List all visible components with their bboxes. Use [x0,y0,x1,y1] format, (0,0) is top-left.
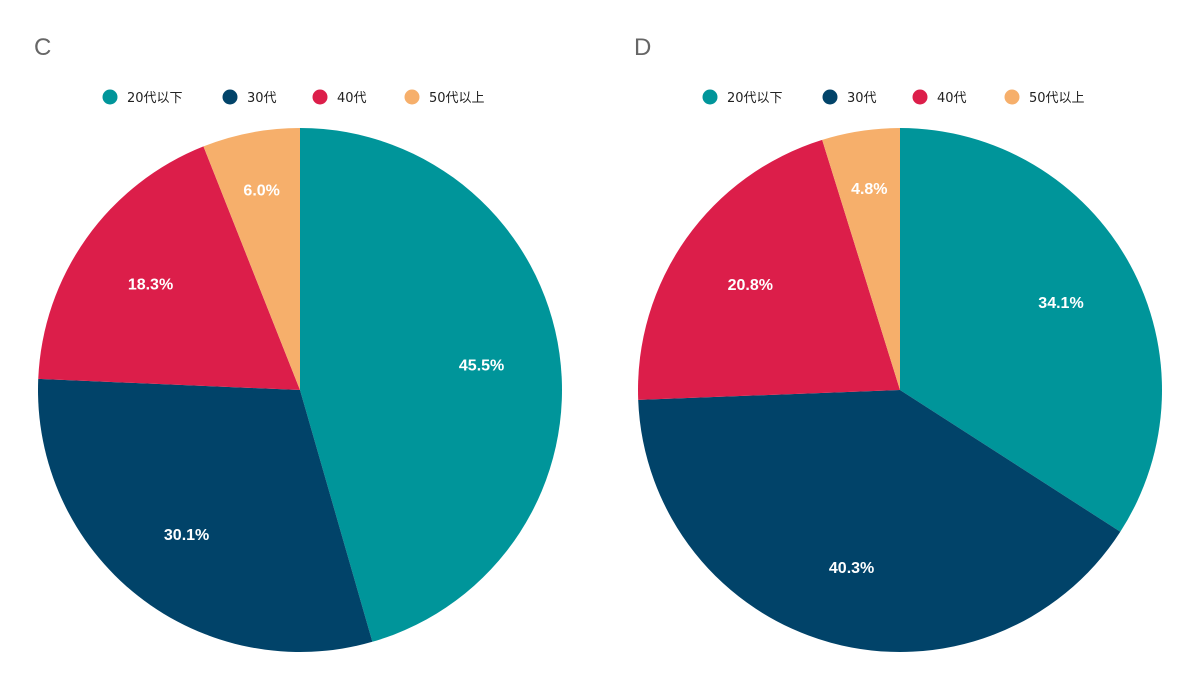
pie-slice-30s [37,378,373,653]
legend-c: 20代以下 30代 40代 50代以上 [102,89,485,106]
legend-label-20s-under: 20代以下 [727,91,783,106]
pie-slice-50s-over [822,128,900,390]
pie-slice-40s [638,139,900,400]
slice-label-40s: 18.3% [128,277,173,294]
legend-swatch-30s [222,89,238,105]
legend-label-30s: 30代 [847,91,877,106]
legend-label-40s: 40代 [937,91,967,106]
legend-label-20s-under: 20代以下 [127,91,183,106]
slice-label-40s: 20.8% [728,277,773,294]
pie-slice-20s-under [300,128,563,642]
slice-label-20s-under: 45.5% [459,357,504,374]
legend-swatch-40s [912,89,928,105]
legend-swatch-20s-under [702,89,718,105]
slice-label-50s-over: 4.8% [851,181,887,198]
legend-label-50s-over: 50代以上 [429,91,485,106]
pie-slice-20s-under [900,128,1162,532]
legend-d: 20代以下 30代 40代 50代以上 [702,89,1085,106]
pie-chart-c-svg: 20代以下 30代 40代 50代以上 45.5% 30.1% 18.3% 6.0% [37,89,563,653]
legend-swatch-40s [312,89,328,105]
legend-swatch-50s-over [1004,89,1020,105]
chart-title-c: C [34,34,52,61]
pie-chart-d: D 20代以下 30代 40代 50代以上 34.1% 40.3% 20.8% 4.8% [600,0,1200,682]
legend-label-40s: 40代 [337,91,367,106]
legend-swatch-30s [822,89,838,105]
pie-slice-40s [38,146,300,390]
slice-label-50s-over: 6.0% [243,182,279,199]
pie-slice-30s [638,390,1121,652]
pie-chart-d-svg: 20代以下 30代 40代 50代以上 34.1% 40.3% 20.8% 4.8% [638,89,1162,652]
pie-chart-c: C 20代以下 30代 40代 50代以上 45.5% 30.1% 18.3% 6.0% [34,34,563,653]
legend-label-30s: 30代 [247,91,277,106]
legend-label-50s-over: 50代以上 [1029,91,1085,106]
legend-swatch-50s-over [404,89,420,105]
pie-slice-50s-over [203,128,300,390]
slice-label-30s: 40.3% [829,560,874,577]
slice-label-30s: 30.1% [164,527,209,544]
legend-swatch-20s-under [102,89,118,105]
slice-label-20s-under: 34.1% [1038,295,1083,312]
chart-title-d: D [634,34,652,61]
